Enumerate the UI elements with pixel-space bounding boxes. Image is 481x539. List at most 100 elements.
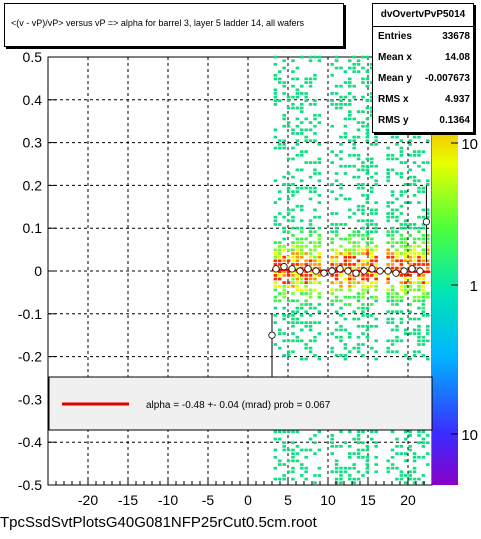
heatmap-cell [426, 248, 430, 252]
heatmap-cell [417, 317, 421, 321]
heatmap-cell [304, 321, 308, 325]
heatmap-cell [343, 197, 348, 201]
heatmap-cell [426, 161, 430, 164]
heatmap-cell [282, 113, 286, 117]
heatmap-cell [395, 466, 399, 470]
heatmap-cell [374, 212, 378, 215]
heatmap-cell [339, 223, 343, 226]
heatmap-cell [399, 284, 404, 288]
heatmap-cell [390, 284, 395, 288]
heatmap-cell [308, 186, 313, 190]
heatmap-cell [426, 339, 430, 343]
heatmap-cell [334, 321, 339, 325]
heatmap-cell [343, 354, 348, 357]
heatmap-cell [300, 339, 304, 343]
heatmap-cell [343, 317, 348, 321]
heatmap-cell [273, 255, 278, 259]
heatmap-cell [386, 168, 390, 172]
heatmap-cell [370, 143, 374, 146]
heatmap-cell [334, 259, 339, 263]
heatmap-cell [386, 321, 390, 325]
heatmap-cell [313, 161, 317, 164]
heatmap-cell [300, 466, 304, 470]
heatmap-cell [295, 190, 300, 194]
heatmap-cell [295, 335, 300, 339]
heatmap-cell [386, 201, 390, 204]
heatmap-cell [408, 444, 412, 448]
heatmap-cell [395, 157, 399, 161]
heatmap-cell [421, 430, 426, 434]
heatmap-cell [313, 306, 317, 310]
heatmap-cell [295, 66, 300, 70]
heatmap-cell [343, 255, 348, 259]
heatmap-cell [365, 335, 370, 339]
heatmap-cell [278, 270, 282, 274]
heatmap-cell [348, 252, 352, 255]
heatmap-cell [278, 332, 282, 335]
heatmap-cell [330, 161, 334, 164]
heatmap-cell [300, 448, 304, 452]
heatmap-cell [356, 186, 361, 190]
heatmap-cell [421, 241, 426, 244]
heatmap-cell [300, 208, 304, 212]
heatmap-cell [361, 284, 365, 288]
heatmap-cell [365, 219, 370, 223]
heatmap-cell [356, 455, 361, 459]
heatmap-cell [356, 175, 361, 179]
heatmap-cell [282, 339, 286, 343]
heatmap-cell [308, 281, 313, 285]
heatmap-cell [291, 284, 295, 288]
heatmap-cell [408, 303, 412, 306]
heatmap-cell [370, 223, 374, 226]
heatmap-cell [361, 455, 365, 459]
heatmap-cell [399, 474, 404, 477]
heatmap-cell [386, 146, 390, 150]
heatmap-cell [417, 255, 421, 259]
heatmap-cell [404, 244, 408, 248]
heatmap-cell [282, 255, 286, 259]
heatmap-cell [343, 470, 348, 474]
heatmap-cell [426, 208, 430, 212]
heatmap-cell [308, 248, 313, 252]
heatmap-cell [304, 448, 308, 452]
heatmap-cell [273, 430, 278, 434]
heatmap-cell [339, 470, 343, 474]
heatmap-cell [273, 95, 278, 99]
heatmap-cell [365, 70, 370, 73]
heatmap-cell [304, 128, 308, 132]
heatmap-cell [412, 244, 417, 248]
heatmap-cell [308, 350, 313, 354]
heatmap-cell [404, 437, 408, 441]
heatmap-cell [386, 230, 390, 234]
heatmap-cell [295, 237, 300, 241]
heatmap-cell [295, 321, 300, 325]
heatmap-cell [390, 303, 395, 306]
heatmap-cell [273, 281, 278, 285]
heatmap-cell [408, 252, 412, 255]
heatmap-cell [334, 335, 339, 339]
x-tick-label: -20 [78, 492, 98, 508]
heatmap-cell [334, 179, 339, 183]
heatmap-cell [412, 248, 417, 252]
heatmap-cell [339, 84, 343, 88]
heatmap-cell [374, 164, 378, 168]
heatmap-cell [417, 441, 421, 445]
heatmap-cell [395, 241, 399, 244]
heatmap-cell [348, 452, 352, 455]
heatmap-cell [408, 153, 412, 157]
heatmap-cell [308, 241, 313, 244]
heatmap-cell [273, 99, 278, 103]
heatmap-cell [404, 332, 408, 335]
heatmap-cell [348, 430, 352, 434]
heatmap-cell [426, 215, 430, 219]
x-tick-label: 5 [284, 492, 292, 508]
heatmap-cell [374, 179, 378, 183]
heatmap-cell [370, 92, 374, 95]
heatmap-cell [390, 350, 395, 354]
heatmap-cell [356, 324, 361, 328]
heatmap-cell [295, 204, 300, 208]
heatmap-cell [273, 295, 278, 299]
heatmap-cell [343, 466, 348, 470]
heatmap-cell [408, 477, 412, 481]
heatmap-cell [334, 328, 339, 332]
